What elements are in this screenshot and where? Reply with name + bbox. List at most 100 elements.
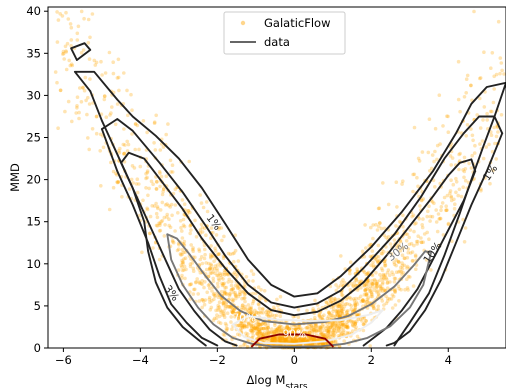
scatter-point (117, 151, 122, 155)
scatter-point (287, 326, 292, 331)
scatter-point (493, 141, 497, 146)
contour-line-90pct (251, 333, 334, 348)
contour-lines (70, 42, 506, 348)
scatter-point (55, 80, 59, 85)
scatter-point (365, 287, 370, 291)
scatter-point (148, 231, 152, 236)
scatter-point (158, 223, 162, 227)
scatter-point (319, 326, 324, 330)
scatter-point (309, 326, 313, 330)
scatter-point (217, 225, 221, 230)
scatter-point (147, 186, 151, 191)
scatter-point (226, 251, 231, 256)
scatter-point (94, 114, 99, 119)
scatter-point (331, 323, 335, 327)
scatter-point (241, 290, 246, 294)
scatter-point (232, 308, 236, 312)
scatter-point (272, 336, 277, 341)
scatter-point (271, 338, 275, 342)
scatter-point (282, 337, 287, 341)
scatter-point (440, 201, 445, 205)
x-tick-label: 4 (445, 353, 452, 367)
scatter-point (92, 58, 97, 63)
scatter-point (348, 295, 352, 300)
scatter-point (382, 250, 386, 254)
scatter-point (462, 169, 467, 174)
scatter-point (266, 332, 270, 336)
scatter-point (374, 286, 379, 290)
scatter-point (240, 324, 245, 328)
scatter-point (365, 293, 369, 298)
scatter-point (329, 325, 333, 329)
scatter-point (401, 224, 405, 229)
scatter-point (199, 254, 204, 259)
scatter-point (115, 180, 119, 184)
scatter-point (354, 300, 359, 304)
scatter-point (405, 232, 410, 237)
scatter-point (344, 297, 349, 301)
scatter-point (311, 328, 316, 333)
scatter-point (130, 132, 134, 136)
scatter-point (203, 252, 207, 257)
scatter-point (403, 287, 407, 292)
scatter-point (296, 327, 300, 332)
scatter-point (311, 338, 316, 343)
scatter-point (273, 338, 278, 343)
scatter-point (125, 139, 129, 144)
scatter-point (326, 329, 330, 334)
scatter-point (482, 50, 486, 54)
scatter-point (428, 219, 432, 223)
scatter-point (420, 225, 425, 230)
scatter-point (385, 280, 390, 285)
scatter-point (285, 324, 290, 328)
scatter-point (294, 325, 299, 330)
scatter-point (296, 327, 301, 332)
scatter-point (268, 338, 272, 343)
scatter-point (324, 300, 328, 304)
scatter-point (365, 292, 369, 296)
scatter-point (273, 337, 277, 342)
scatter-point (458, 151, 462, 156)
scatter-point (278, 314, 283, 319)
scatter-point (341, 323, 346, 327)
scatter-point (396, 259, 400, 264)
scatter-point (181, 223, 186, 227)
scatter-point (340, 311, 345, 316)
scatter-point (84, 98, 88, 103)
scatter-point (86, 17, 91, 22)
scatter-point (222, 273, 227, 277)
scatter-point (318, 326, 322, 330)
scatter-point (368, 284, 373, 289)
scatter-point (434, 220, 439, 224)
scatter-point (98, 132, 103, 137)
scatter-point (248, 328, 253, 333)
scatter-point (405, 277, 409, 282)
scatter-point (173, 229, 177, 233)
scatter-point (156, 206, 160, 211)
scatter-point (115, 76, 120, 80)
scatter-point (433, 126, 438, 131)
scatter-point (470, 133, 475, 138)
scatter-point (245, 307, 250, 312)
scatter-point (224, 285, 228, 290)
scatter-point (238, 292, 243, 297)
scatter-point (376, 254, 381, 259)
scatter-point (263, 322, 268, 326)
scatter-point (208, 267, 212, 271)
scatter-point (242, 325, 247, 330)
scatter-point (267, 314, 271, 319)
scatter-point (70, 63, 75, 68)
scatter-point (293, 335, 298, 340)
scatter-point (208, 266, 212, 270)
scatter-point (222, 290, 227, 295)
scatter-point (350, 329, 355, 333)
scatter-point (281, 330, 285, 335)
scatter-point (155, 205, 160, 209)
scatter-point (416, 234, 421, 238)
scatter-point (266, 326, 271, 330)
scatter-point (261, 332, 266, 337)
scatter-point (293, 329, 297, 334)
scatter-point (291, 329, 295, 334)
scatter-point (278, 329, 283, 333)
scatter-point (58, 88, 63, 93)
